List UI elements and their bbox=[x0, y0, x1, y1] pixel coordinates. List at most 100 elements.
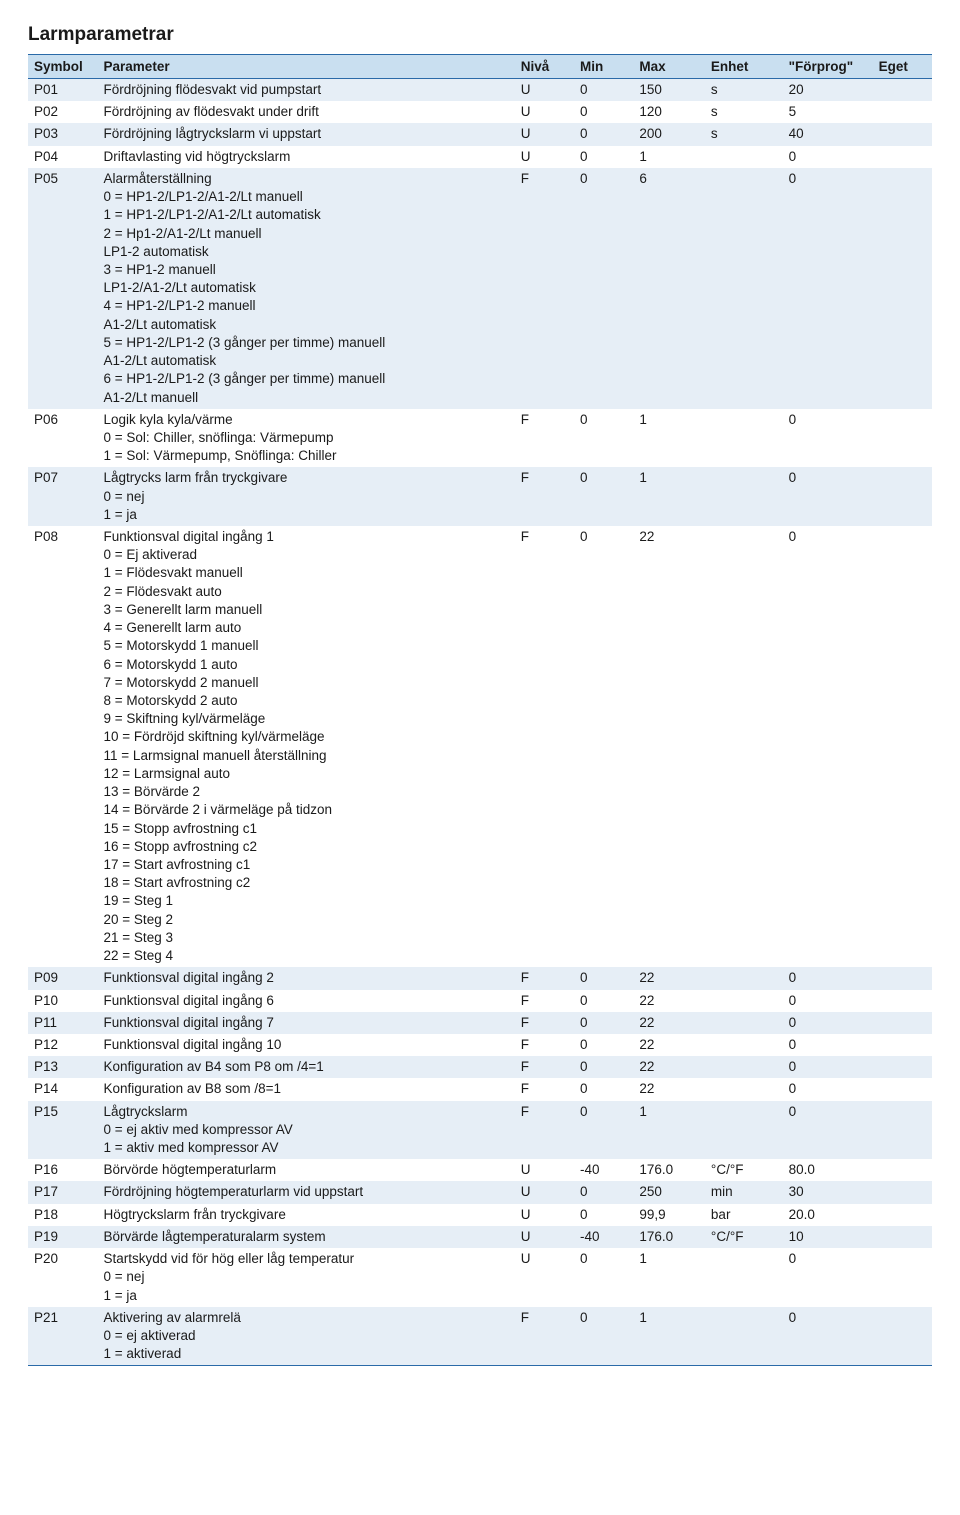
cell-symbol: P03 bbox=[28, 123, 98, 145]
cell-parameter: Fördröjning flödesvakt vid pumpstart bbox=[98, 79, 515, 102]
cell-max: 120 bbox=[633, 101, 705, 123]
cell-min: 0 bbox=[574, 1056, 633, 1078]
cell-max: 1 bbox=[633, 1248, 705, 1307]
cell-min: 0 bbox=[574, 1078, 633, 1100]
cell-niva: U bbox=[515, 1226, 574, 1248]
cell-enhet bbox=[705, 1034, 783, 1056]
cell-forp: 30 bbox=[783, 1181, 873, 1203]
cell-enhet: s bbox=[705, 79, 783, 102]
cell-min: 0 bbox=[574, 1204, 633, 1226]
cell-eget bbox=[873, 101, 932, 123]
parameter-sublines: 0 = Sol: Chiller, snöflinga: Värmepump 1… bbox=[104, 429, 509, 465]
cell-eget bbox=[873, 1181, 932, 1203]
cell-symbol: P14 bbox=[28, 1078, 98, 1100]
table-header-row: Symbol Parameter Nivå Min Max Enhet "För… bbox=[28, 55, 932, 79]
cell-max: 200 bbox=[633, 123, 705, 145]
cell-forp: 0 bbox=[783, 146, 873, 168]
cell-symbol: P07 bbox=[28, 467, 98, 526]
cell-parameter: Funktionsval digital ingång 6 bbox=[98, 990, 515, 1012]
cell-enhet bbox=[705, 168, 783, 409]
parameter-label: Fördröjning högtemperaturlarm vid uppsta… bbox=[104, 1184, 364, 1199]
parameter-label: Fördröjning lågtryckslarm vi uppstart bbox=[104, 126, 322, 141]
cell-niva: F bbox=[515, 526, 574, 967]
cell-forp: 0 bbox=[783, 967, 873, 989]
cell-niva: F bbox=[515, 1078, 574, 1100]
cell-forp: 40 bbox=[783, 123, 873, 145]
table-row: P19Börvärde lågtemperaturalarm systemU-4… bbox=[28, 1226, 932, 1248]
cell-forp: 0 bbox=[783, 1307, 873, 1366]
cell-max: 176.0 bbox=[633, 1159, 705, 1181]
parameter-label: Alarmåterställning bbox=[104, 171, 212, 186]
cell-symbol: P08 bbox=[28, 526, 98, 967]
cell-eget bbox=[873, 168, 932, 409]
cell-symbol: P09 bbox=[28, 967, 98, 989]
table-row: P03 Fördröjning lågtryckslarm vi uppstart… bbox=[28, 123, 932, 145]
cell-min: 0 bbox=[574, 1307, 633, 1366]
cell-niva: U bbox=[515, 1204, 574, 1226]
cell-symbol: P20 bbox=[28, 1248, 98, 1307]
cell-niva: U bbox=[515, 101, 574, 123]
parameter-label: Funktionsval digital ingång 1 bbox=[104, 529, 274, 544]
cell-forp: 0 bbox=[783, 467, 873, 526]
parameter-sublines: 0 = nej 1 = ja bbox=[104, 488, 509, 524]
parameter-label: Konfiguration av B8 som /8=1 bbox=[104, 1081, 281, 1096]
cell-parameter: Lågtrycks larm från tryckgivare0 = nej 1… bbox=[98, 467, 515, 526]
cell-niva: F bbox=[515, 967, 574, 989]
cell-eget bbox=[873, 467, 932, 526]
cell-parameter: Logik kyla kyla/värme0 = Sol: Chiller, s… bbox=[98, 409, 515, 468]
cell-niva: F bbox=[515, 1056, 574, 1078]
parameter-label: Lågtryckslarm bbox=[104, 1104, 188, 1119]
cell-symbol: P21 bbox=[28, 1307, 98, 1366]
cell-forp: 0 bbox=[783, 990, 873, 1012]
table-row: P18Högtryckslarm från tryckgivareU099,9b… bbox=[28, 1204, 932, 1226]
col-eget: Eget bbox=[873, 55, 932, 79]
parameter-label: Startskydd vid för hög eller låg tempera… bbox=[104, 1251, 355, 1266]
cell-eget bbox=[873, 409, 932, 468]
cell-max: 1 bbox=[633, 1101, 705, 1160]
cell-eget bbox=[873, 1248, 932, 1307]
parameter-label: Konfiguration av B4 som P8 om /4=1 bbox=[104, 1059, 324, 1074]
cell-parameter: Fördröjning högtemperaturlarm vid uppsta… bbox=[98, 1181, 515, 1203]
table-row: P20 Startskydd vid för hög eller låg temp… bbox=[28, 1248, 932, 1307]
cell-forp: 0 bbox=[783, 1056, 873, 1078]
cell-min: -40 bbox=[574, 1226, 633, 1248]
parameter-label: Fördröjning av flödesvakt under drift bbox=[104, 104, 319, 119]
cell-niva: F bbox=[515, 467, 574, 526]
table-row: P05Alarmåterställning0 = HP1-2/LP1-2/A1-… bbox=[28, 168, 932, 409]
table-row: P09Funktionsval digital ingång 2F0220 bbox=[28, 967, 932, 989]
table-row: P17Fördröjning högtemperaturlarm vid upp… bbox=[28, 1181, 932, 1203]
cell-parameter: Fördröjning av flödesvakt under drift bbox=[98, 101, 515, 123]
cell-min: 0 bbox=[574, 526, 633, 967]
col-parameter: Parameter bbox=[98, 55, 515, 79]
cell-eget bbox=[873, 123, 932, 145]
cell-max: 22 bbox=[633, 990, 705, 1012]
cell-eget bbox=[873, 990, 932, 1012]
cell-max: 22 bbox=[633, 1078, 705, 1100]
cell-enhet bbox=[705, 1307, 783, 1366]
cell-min: 0 bbox=[574, 1101, 633, 1160]
cell-enhet: s bbox=[705, 101, 783, 123]
table-row: P14Konfiguration av B8 som /8=1F0220 bbox=[28, 1078, 932, 1100]
cell-eget bbox=[873, 1159, 932, 1181]
parameter-sublines: 0 = nej 1 = ja bbox=[104, 1268, 509, 1304]
cell-niva: U bbox=[515, 79, 574, 102]
cell-forp: 0 bbox=[783, 1248, 873, 1307]
cell-symbol: P04 bbox=[28, 146, 98, 168]
parameter-sublines: 0 = HP1-2/LP1-2/A1-2/Lt manuell 1 = HP1-… bbox=[104, 188, 509, 407]
parameter-label: Fördröjning flödesvakt vid pumpstart bbox=[104, 82, 322, 97]
parameter-label: Aktivering av alarmrelä bbox=[104, 1310, 241, 1325]
page-title: Larmparametrar bbox=[28, 24, 932, 46]
cell-max: 1 bbox=[633, 1307, 705, 1366]
cell-parameter: Driftavlasting vid högtryckslarm bbox=[98, 146, 515, 168]
cell-forp: 0 bbox=[783, 168, 873, 409]
parameter-sublines: 0 = ej aktiv med kompressor AV 1 = aktiv… bbox=[104, 1121, 509, 1157]
cell-min: 0 bbox=[574, 1248, 633, 1307]
cell-min: -40 bbox=[574, 1159, 633, 1181]
cell-forp: 5 bbox=[783, 101, 873, 123]
cell-parameter: Funktionsval digital ingång 2 bbox=[98, 967, 515, 989]
cell-niva: F bbox=[515, 409, 574, 468]
cell-forp: 20.0 bbox=[783, 1204, 873, 1226]
cell-enhet bbox=[705, 146, 783, 168]
cell-symbol: P19 bbox=[28, 1226, 98, 1248]
cell-parameter: Börvörde högtemperaturlarm bbox=[98, 1159, 515, 1181]
